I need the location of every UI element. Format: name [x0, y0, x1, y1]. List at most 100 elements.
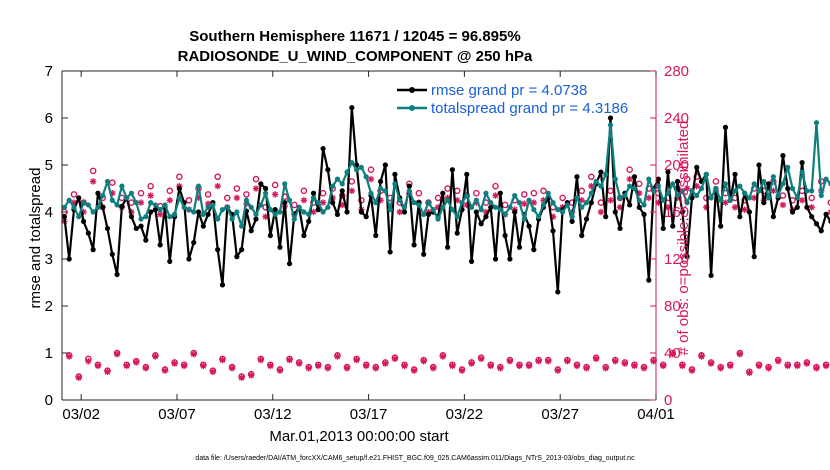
rmse-point	[109, 251, 115, 257]
obs-assimilated-point	[372, 365, 379, 372]
rmse-point	[215, 247, 221, 253]
totalspread-point	[339, 181, 345, 187]
obs-assimilated-point	[180, 362, 188, 370]
totalspread-point	[507, 204, 513, 210]
obs-assimilated-point	[727, 362, 734, 370]
obs-assimilated-point	[430, 365, 437, 372]
obs-assimilated-point	[190, 350, 197, 358]
obs-assimilated-point	[583, 365, 590, 372]
obs-assimilated-point	[813, 365, 820, 372]
rmse-point	[492, 256, 499, 262]
totalspread-point	[674, 192, 681, 199]
obs-possible-point	[683, 175, 691, 183]
obs-assimilated-point	[161, 367, 169, 374]
rmse-point	[401, 209, 408, 215]
y-tick-label: 5	[45, 157, 53, 174]
obs-assimilated-point	[391, 355, 399, 363]
totalspread-point	[171, 211, 178, 217]
totalspread-point	[282, 181, 288, 187]
totalspread-point	[373, 200, 379, 206]
totalspread-point	[775, 192, 781, 199]
rmse-point	[66, 256, 72, 262]
totalspread-point	[603, 171, 609, 177]
obs-assimilated-point	[731, 204, 739, 211]
rmse-point	[761, 200, 767, 206]
totalspread-point	[516, 200, 523, 206]
rmse-point	[392, 171, 398, 177]
totalspread-point	[722, 181, 729, 187]
obs-assimilated-point	[640, 365, 648, 372]
totalspread-point	[382, 188, 388, 194]
chart-subtitle: RADIOSONDE_U_WIND_COMPONENT @ 250 hPa	[178, 48, 533, 65]
totalspread-point	[497, 207, 503, 213]
obs-possible-point	[588, 173, 595, 181]
rmse-point	[234, 254, 240, 260]
footer-datafile: data file: /Users/raeder/DAI/ATM_forcXX/…	[195, 455, 635, 462]
obs-assimilated-point	[166, 197, 173, 204]
obs-possible-point	[520, 191, 528, 198]
totalspread-point	[205, 204, 211, 210]
totalspread-point	[445, 197, 451, 203]
obs-assimilated-point	[741, 206, 748, 213]
totalspread-point	[397, 197, 403, 203]
y2-tick-label: 240	[664, 110, 689, 127]
obs-assimilated-point	[200, 362, 207, 370]
rmse-point	[765, 181, 772, 187]
rmse-point	[468, 258, 475, 264]
totalspread-point	[215, 216, 221, 222]
totalspread-point	[761, 178, 767, 185]
rmse-point	[473, 209, 479, 215]
obs-assimilated-point	[248, 372, 255, 379]
rmse-point	[818, 228, 824, 234]
obs-possible-point	[204, 191, 212, 198]
rmse-point	[694, 164, 700, 170]
totalspread-point	[425, 200, 432, 206]
rmse-point	[737, 214, 743, 220]
y2-tick-label: 200	[664, 157, 689, 174]
obs-assimilated-point	[257, 356, 264, 364]
totalspread-point	[660, 197, 666, 203]
obs-assimilated-point	[238, 374, 245, 381]
rmse-point	[248, 228, 254, 234]
totalspread-point	[224, 204, 230, 210]
obs-assimilated-point	[794, 362, 801, 370]
totalspread-point	[646, 176, 652, 182]
obs-assimilated-point	[659, 362, 667, 370]
rmse-point	[607, 115, 614, 121]
rmse-point	[627, 202, 633, 208]
totalspread-point	[823, 176, 829, 182]
rmse-point	[320, 145, 326, 152]
obs-assimilated-point	[631, 362, 638, 370]
rmse-point	[526, 223, 532, 229]
obs-possible-point	[367, 166, 375, 173]
y-tick-label: 0	[45, 392, 53, 409]
totalspread-point	[468, 204, 475, 210]
totalspread-point	[90, 209, 96, 215]
totalspread-point	[473, 197, 479, 203]
totalspread-point	[698, 185, 705, 192]
totalspread-point	[143, 214, 149, 220]
totalspread-point	[449, 207, 456, 213]
y-tick-label: 4	[45, 204, 53, 221]
obs-assimilated-point	[779, 201, 787, 209]
legend-rmse-marker	[409, 87, 415, 93]
obs-assimilated-point	[276, 367, 284, 374]
obs-assimilated-point	[219, 356, 226, 364]
rmse-point	[583, 216, 590, 222]
rmse-point	[679, 209, 685, 215]
totalspread-point	[267, 207, 273, 213]
obs-assimilated-point	[267, 362, 274, 370]
obs-assimilated-point	[573, 362, 581, 370]
obs-assimilated-point	[607, 197, 614, 204]
rmse-point	[445, 244, 451, 250]
rmse-point	[631, 174, 638, 180]
obs-assimilated-point	[492, 192, 499, 199]
totalspread-point	[76, 214, 82, 220]
totalspread-point	[799, 169, 805, 175]
obs-assimilated-point	[621, 360, 629, 367]
rmse-point	[641, 211, 647, 217]
rmse-point	[239, 247, 245, 253]
obs-assimilated-point	[554, 367, 561, 374]
y2-axis-label: # of obs: o=possible; ×=assimilated	[675, 121, 692, 356]
rmse-point	[195, 209, 202, 215]
